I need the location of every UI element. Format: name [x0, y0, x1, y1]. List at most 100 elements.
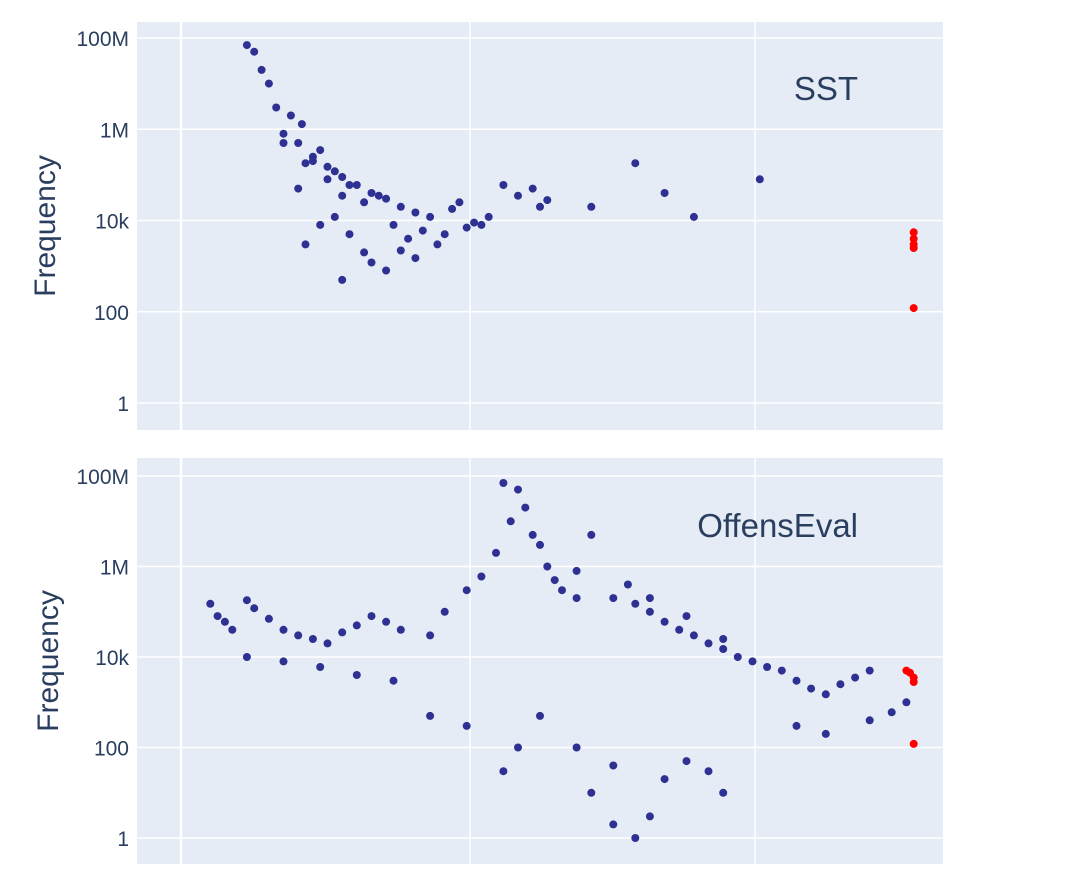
data-point: [550, 576, 559, 585]
data-point: [492, 548, 500, 557]
y-tick-label: 1: [117, 828, 129, 851]
data-point: [682, 612, 691, 621]
data-point: [286, 111, 295, 120]
y-axis-label: Frequency: [29, 155, 62, 297]
data-point: [297, 120, 306, 129]
data-point: [338, 173, 347, 181]
data-point: [389, 220, 398, 229]
data-point: [587, 530, 596, 539]
data-point: [792, 676, 801, 685]
data-point: [301, 159, 310, 168]
highlight-point: [909, 228, 918, 237]
y-tick-label: 100M: [76, 28, 129, 51]
data-point: [396, 202, 405, 211]
data-point: [763, 663, 772, 671]
data-point: [213, 612, 222, 621]
data-point: [374, 191, 383, 200]
data-point: [609, 761, 618, 770]
data-point: [462, 721, 471, 730]
data-point: [821, 690, 830, 699]
data-point: [396, 625, 405, 634]
y-tick-label: 10k: [95, 647, 129, 670]
data-point: [470, 218, 479, 227]
y-tick-label: 10k: [95, 211, 129, 234]
data-point: [352, 181, 361, 189]
data-point: [330, 212, 339, 221]
data-point: [645, 812, 654, 821]
data-point: [689, 212, 698, 221]
data-point: [536, 202, 544, 211]
data-point: [558, 586, 566, 595]
data-point: [426, 711, 435, 720]
panel-annotation: SST: [794, 70, 858, 107]
data-point: [587, 788, 596, 797]
data-point: [660, 189, 669, 197]
data-point: [609, 594, 618, 603]
data-point: [308, 635, 317, 643]
data-point: [242, 653, 251, 661]
data-point: [755, 175, 764, 184]
data-point: [338, 628, 347, 637]
data-point: [645, 607, 654, 616]
data-point: [382, 617, 391, 626]
data-point: [865, 666, 874, 675]
data-point: [462, 586, 471, 595]
data-point: [733, 653, 742, 661]
data-point: [587, 202, 596, 211]
data-point: [528, 184, 537, 193]
data-point: [521, 503, 530, 512]
data-point: [330, 167, 339, 176]
data-point: [807, 684, 816, 693]
data-point: [316, 220, 325, 229]
subplot-offenseval: 1 100 10k 1M 100M Frequency OffensEval: [32, 458, 943, 864]
data-point: [536, 540, 544, 549]
data-point: [323, 162, 332, 171]
data-point: [440, 607, 449, 616]
data-point: [345, 181, 354, 189]
data-point: [338, 191, 347, 200]
data-point: [499, 767, 508, 776]
y-axis-label: Frequency: [32, 590, 65, 732]
data-point: [645, 594, 654, 603]
data-point: [279, 129, 288, 138]
plot-background: [137, 22, 943, 430]
data-point: [382, 266, 391, 275]
data-point: [404, 234, 413, 243]
data-point: [514, 743, 522, 752]
data-point: [887, 708, 896, 717]
data-point: [777, 666, 786, 675]
data-point: [514, 485, 522, 494]
data-point: [250, 47, 259, 56]
highlight-point: [909, 739, 918, 748]
data-point: [675, 625, 684, 634]
scatter-points: [206, 479, 918, 842]
data-point: [294, 184, 303, 193]
data-point: [345, 230, 354, 239]
data-point: [220, 617, 229, 626]
data-point: [352, 621, 361, 630]
data-point: [543, 562, 552, 571]
data-point: [250, 604, 259, 613]
subplot-sst: 1 100 10k 1M 100M Frequency SST: [29, 22, 943, 430]
data-point: [902, 698, 911, 707]
data-point: [242, 596, 251, 605]
highlight-point: [909, 678, 918, 686]
data-point: [543, 196, 552, 205]
data-point: [851, 673, 860, 682]
data-point: [704, 639, 713, 648]
data-point: [382, 194, 391, 203]
data-point: [528, 530, 537, 539]
data-point: [631, 599, 640, 608]
data-point: [477, 572, 486, 581]
data-point: [411, 208, 420, 217]
highlight-point: [909, 244, 918, 252]
data-point: [609, 820, 618, 829]
data-point: [514, 191, 522, 200]
data-point: [792, 721, 801, 730]
data-point: [536, 711, 544, 720]
data-point: [440, 230, 449, 239]
data-point: [719, 788, 728, 797]
data-point: [323, 639, 332, 648]
plot-background: [137, 458, 943, 864]
